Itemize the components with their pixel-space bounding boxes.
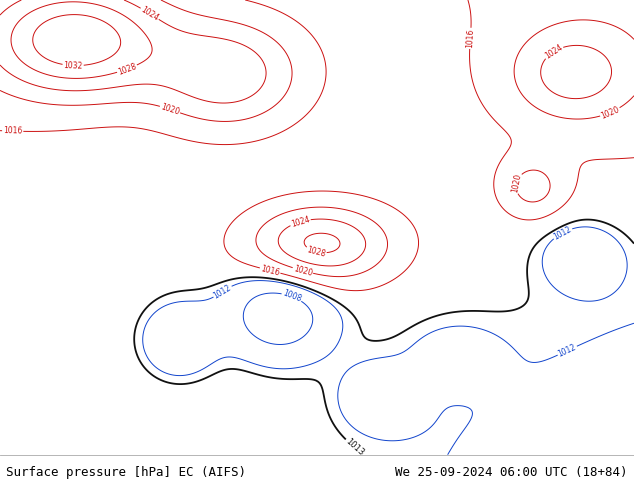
Text: Surface pressure [hPa] EC (AIFS): Surface pressure [hPa] EC (AIFS) [6,466,247,479]
Text: 1020: 1020 [510,173,522,194]
Text: 1028: 1028 [117,61,138,76]
Text: 1012: 1012 [212,283,233,300]
Text: 1024: 1024 [290,215,311,229]
Text: 1024: 1024 [543,43,564,61]
Text: 1028: 1028 [306,245,327,259]
Text: 1016: 1016 [260,264,281,277]
Text: We 25-09-2024 06:00 UTC (18+84): We 25-09-2024 06:00 UTC (18+84) [395,466,628,479]
Text: 1020: 1020 [292,264,313,278]
Text: 1016: 1016 [3,126,22,136]
Text: 1024: 1024 [139,5,160,23]
Text: 1012: 1012 [557,343,578,359]
Text: 1016: 1016 [465,28,476,48]
Text: 1008: 1008 [281,289,302,304]
Text: 1020: 1020 [160,102,181,117]
Text: 1020: 1020 [600,104,621,121]
Text: 1032: 1032 [63,61,83,71]
Text: 1012: 1012 [552,224,573,242]
Text: 1013: 1013 [344,437,365,458]
